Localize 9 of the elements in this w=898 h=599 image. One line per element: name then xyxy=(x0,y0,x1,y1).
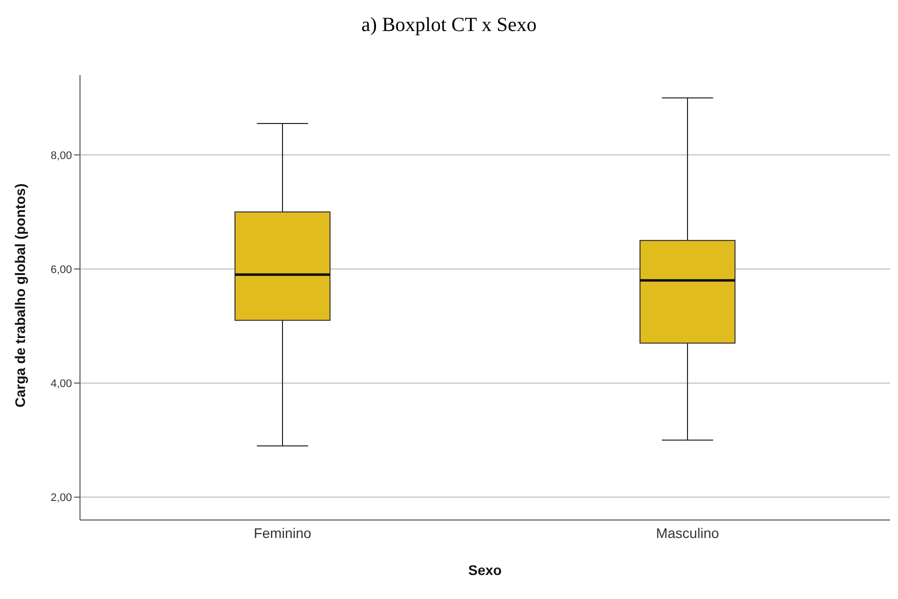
chart-title: a) Boxplot CT x Sexo xyxy=(360,14,538,37)
x-tick-label: Masculino xyxy=(656,524,720,541)
y-tick-label: 8,00 xyxy=(50,150,72,162)
y-tick-label: 4,00 xyxy=(50,378,72,390)
y-axis-title: Carga de trabalho global (pontos) xyxy=(12,183,28,408)
x-axis-title: Sexo xyxy=(468,562,502,578)
x-tick-label: Feminino xyxy=(254,524,312,541)
y-tick-label: 6,00 xyxy=(50,264,72,276)
y-tick-label: 2,00 xyxy=(50,492,72,504)
